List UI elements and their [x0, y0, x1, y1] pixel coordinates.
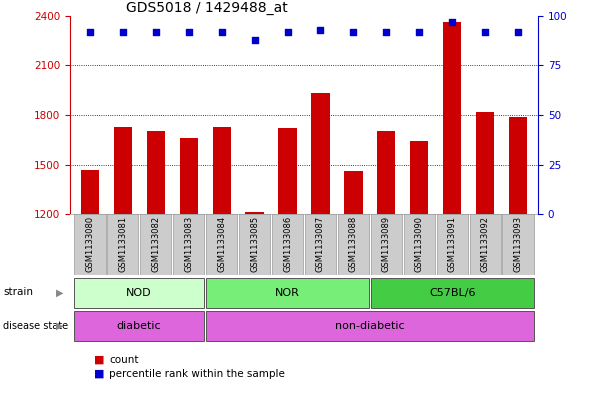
Text: ▶: ▶	[56, 321, 63, 331]
Text: ■: ■	[94, 369, 105, 379]
Bar	[114, 127, 132, 214]
Bar	[443, 22, 461, 214]
Bar	[206, 214, 237, 275]
Point	[151, 28, 161, 35]
Bar	[74, 278, 204, 308]
Bar	[337, 214, 369, 275]
Text: ▶: ▶	[56, 287, 63, 298]
Text: diabetic: diabetic	[117, 321, 162, 331]
Point	[184, 28, 193, 35]
Text: GSM1133083: GSM1133083	[184, 216, 193, 272]
Bar	[278, 128, 297, 214]
Text: GDS5018 / 1429488_at: GDS5018 / 1429488_at	[126, 1, 288, 15]
Text: percentile rank within the sample: percentile rank within the sample	[109, 369, 285, 379]
Text: GSM1133091: GSM1133091	[448, 216, 457, 272]
Point	[447, 18, 457, 25]
Bar	[147, 132, 165, 214]
Bar	[410, 141, 429, 214]
Bar	[206, 311, 534, 341]
Text: strain: strain	[3, 287, 33, 298]
Bar	[469, 214, 501, 275]
Bar	[371, 278, 534, 308]
Text: GSM1133092: GSM1133092	[481, 216, 490, 272]
Point	[480, 28, 490, 35]
Text: GSM1133081: GSM1133081	[118, 216, 127, 272]
Point	[216, 28, 226, 35]
Point	[283, 28, 292, 35]
Bar	[81, 170, 98, 214]
Bar	[502, 214, 534, 275]
Text: NOD: NOD	[126, 288, 152, 298]
Bar	[246, 212, 264, 214]
Bar	[404, 214, 435, 275]
Bar	[213, 127, 230, 214]
Bar	[272, 214, 303, 275]
Point	[382, 28, 392, 35]
Text: ■: ■	[94, 354, 105, 365]
Point	[316, 26, 325, 33]
Bar	[305, 214, 336, 275]
Text: count: count	[109, 354, 139, 365]
Bar	[206, 278, 369, 308]
Bar	[107, 214, 139, 275]
Text: GSM1133093: GSM1133093	[514, 216, 523, 272]
Bar	[173, 214, 204, 275]
Bar	[437, 214, 468, 275]
Point	[348, 28, 358, 35]
Bar	[179, 138, 198, 214]
Text: GSM1133085: GSM1133085	[250, 216, 259, 272]
Bar	[510, 117, 527, 214]
Point	[85, 28, 95, 35]
Text: GSM1133089: GSM1133089	[382, 216, 391, 272]
Text: GSM1133087: GSM1133087	[316, 216, 325, 272]
Point	[415, 28, 424, 35]
Bar	[239, 214, 271, 275]
Text: non-diabetic: non-diabetic	[335, 321, 405, 331]
Text: GSM1133090: GSM1133090	[415, 216, 424, 272]
Bar	[344, 171, 362, 214]
Text: GSM1133086: GSM1133086	[283, 216, 292, 272]
Bar	[74, 311, 204, 341]
Text: GSM1133084: GSM1133084	[217, 216, 226, 272]
Bar	[74, 214, 106, 275]
Text: GSM1133080: GSM1133080	[85, 216, 94, 272]
Bar	[371, 214, 402, 275]
Text: GSM1133082: GSM1133082	[151, 216, 160, 272]
Text: NOR: NOR	[275, 288, 300, 298]
Point	[250, 37, 260, 43]
Bar	[476, 112, 494, 214]
Bar	[140, 214, 171, 275]
Bar	[378, 132, 395, 214]
Text: disease state: disease state	[3, 321, 68, 331]
Text: GSM1133088: GSM1133088	[349, 216, 358, 272]
Bar	[311, 94, 330, 214]
Point	[118, 28, 128, 35]
Text: C57BL/6: C57BL/6	[429, 288, 475, 298]
Point	[513, 28, 523, 35]
